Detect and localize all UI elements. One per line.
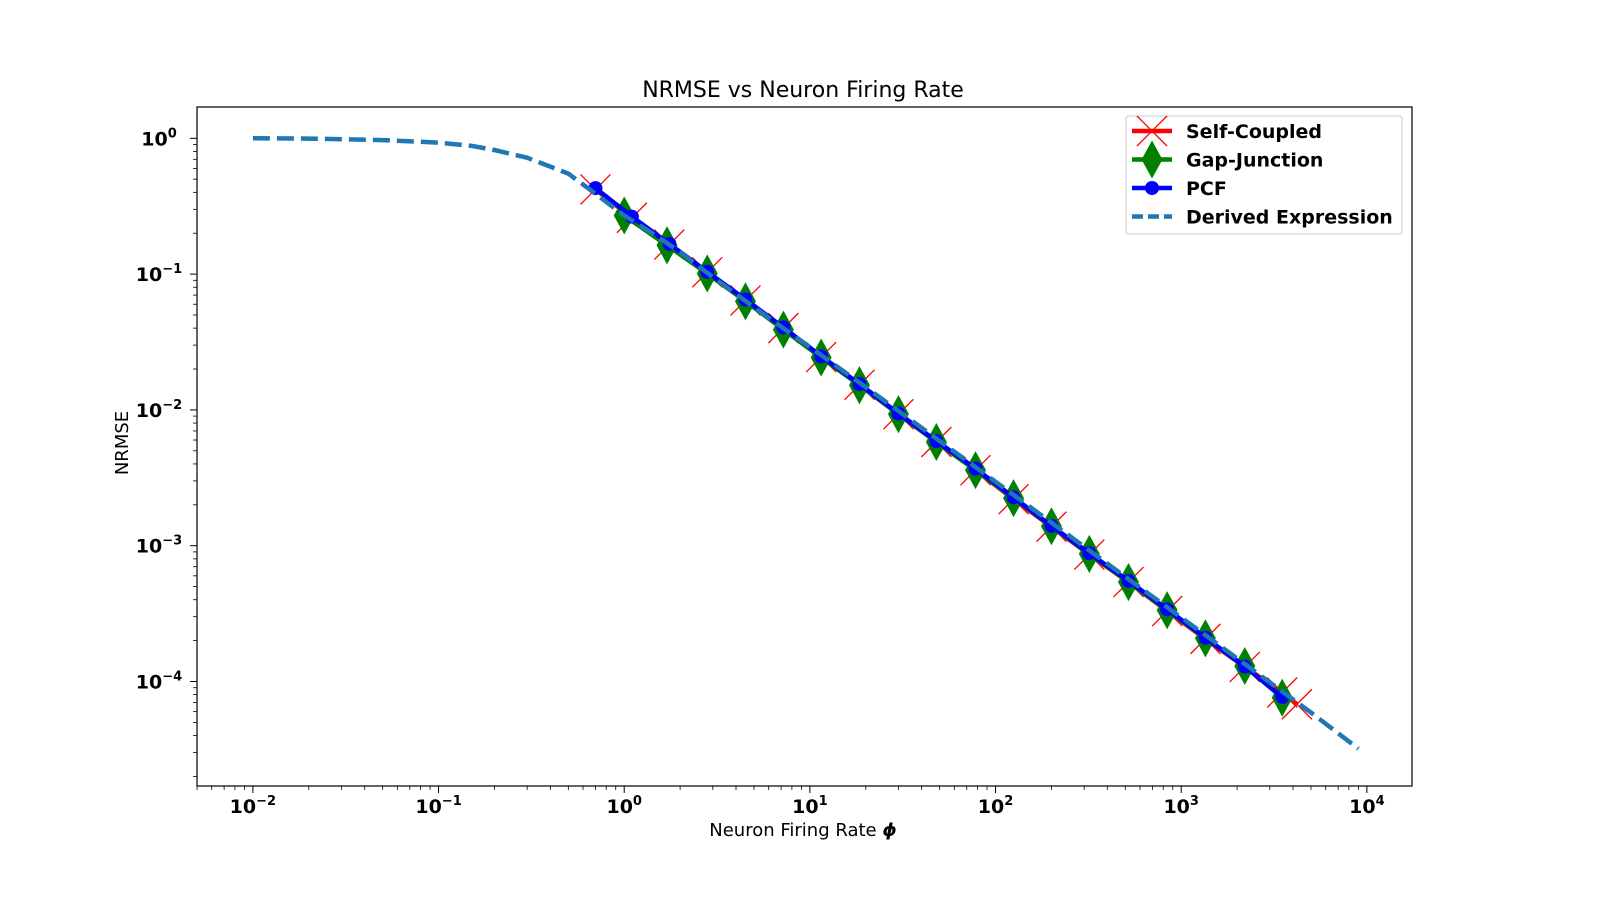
x-tick-label: 10−2 <box>230 794 276 818</box>
y-tick-label: 10−1 <box>136 262 182 286</box>
legend-box <box>1125 115 1403 235</box>
legend-label-pcf: PCF <box>1186 178 1227 200</box>
legend-label-gap-junction: Gap-Junction <box>1186 150 1323 172</box>
x-tick-label: 101 <box>792 794 828 818</box>
series-layer <box>252 136 1360 751</box>
x-tick-label: 102 <box>978 794 1014 818</box>
series-line-derived-expression <box>252 136 1360 751</box>
legend-item-derived-expression: Derived Expression <box>1132 207 1393 229</box>
x-tick-label: 103 <box>1163 794 1199 818</box>
legend: Self-Coupled Gap-Junction PCF Derived Expre… <box>1125 115 1403 235</box>
x-tick-label: 100 <box>606 794 642 818</box>
plot-area-frame <box>196 106 1413 787</box>
legend-label-self-coupled: Self-Coupled <box>1186 121 1322 143</box>
legend-marker-gap-junction <box>1141 140 1163 179</box>
axis-ticks: 10−2 10−1 100 101 102 103 104 100 10−1 10−2 10−3 10… <box>136 126 1385 818</box>
x-tick-label: 104 <box>1349 794 1385 818</box>
data-point-self-coupled <box>1281 688 1313 720</box>
legend-marker-pcf <box>1145 181 1159 195</box>
chart-title: NRMSE vs Neuron Firing Rate <box>642 78 964 103</box>
legend-marker-self-coupled <box>1136 115 1168 147</box>
x-tick-label: 10−1 <box>415 794 461 818</box>
y-tick-label: 10−2 <box>136 398 182 422</box>
x-axis-label-text: Neuron Firing Rate <box>709 820 876 841</box>
x-axis-label: Neuron Firing Rate ϕ <box>709 820 896 841</box>
legend-item-gap-junction: Gap-Junction <box>1132 140 1323 179</box>
series-group <box>252 136 1360 751</box>
y-axis-label: NRMSE <box>112 411 133 475</box>
y-tick-label: 100 <box>141 126 177 150</box>
x-axis-label-symbol: ϕ <box>882 820 896 841</box>
y-tick-label: 10−4 <box>136 669 182 693</box>
series-gap-junction <box>613 196 1293 717</box>
data-point-pcf <box>1082 546 1097 561</box>
series-derived-expression <box>252 136 1360 751</box>
legend-item-pcf: PCF <box>1132 178 1227 200</box>
y-tick-label: 10−3 <box>136 534 182 558</box>
legend-label-derived-expression: Derived Expression <box>1186 207 1393 229</box>
legend-item-self-coupled: Self-Coupled <box>1132 115 1322 147</box>
